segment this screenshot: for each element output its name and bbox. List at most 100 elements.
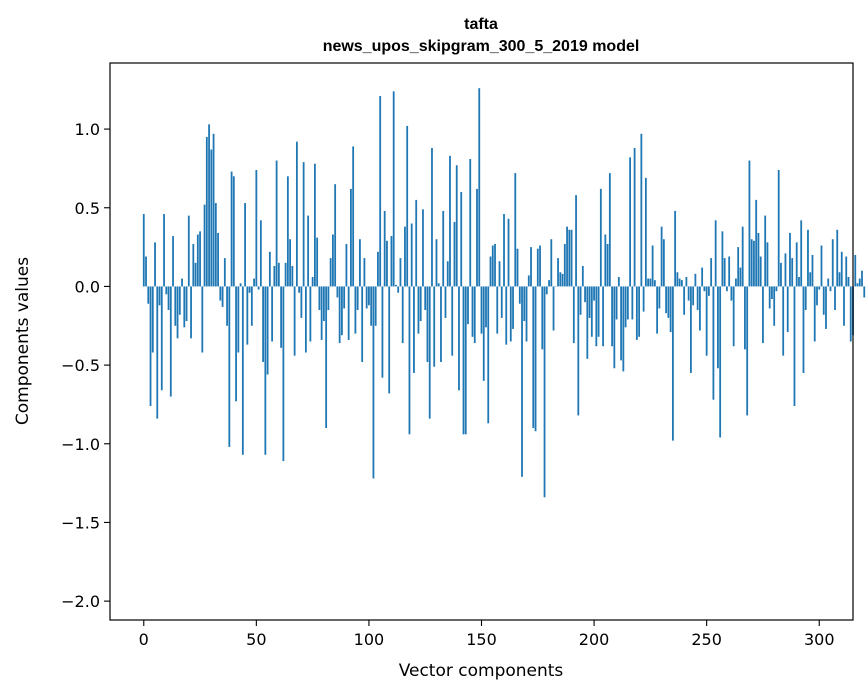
bar (383, 210, 386, 287)
bar (777, 169, 780, 287)
bar (462, 286, 465, 435)
bar (194, 262, 197, 287)
bar (455, 165, 458, 287)
bar (169, 286, 172, 397)
bar (516, 248, 519, 287)
bar (539, 245, 541, 287)
bar (449, 155, 451, 287)
bar (178, 286, 181, 315)
bar (142, 214, 145, 287)
bar-series (142, 88, 866, 498)
bar (259, 220, 262, 287)
bar (347, 286, 350, 340)
bar (759, 256, 762, 287)
bar (545, 286, 548, 295)
bar (795, 242, 798, 287)
bar (838, 272, 841, 287)
bar (451, 286, 454, 356)
bar (485, 286, 487, 328)
bar (586, 286, 589, 359)
y-tick-label: 0.5 (75, 199, 100, 218)
bar (187, 215, 190, 287)
bar (311, 276, 314, 287)
bar (858, 278, 861, 287)
bar (527, 275, 530, 287)
bar (415, 199, 418, 287)
bar (536, 248, 539, 287)
bar (755, 199, 758, 287)
bar (606, 243, 609, 287)
bar (577, 286, 580, 416)
bar (617, 276, 620, 287)
bar (746, 286, 749, 416)
bar (798, 276, 800, 287)
bar (291, 265, 294, 287)
bar (629, 157, 631, 287)
bar (847, 276, 850, 287)
x-axis-ticks: 0 50 100 150 200 250 300 (139, 620, 835, 649)
bar (370, 286, 373, 326)
bar (530, 247, 532, 287)
bar (248, 286, 251, 293)
bar (498, 261, 501, 287)
bar (478, 88, 481, 287)
bar (203, 204, 206, 287)
bar (151, 286, 154, 353)
bar (250, 286, 253, 326)
bar (728, 256, 731, 287)
bar (532, 286, 535, 429)
bar (359, 239, 361, 287)
bar (694, 273, 697, 287)
bar (221, 286, 224, 307)
bar (541, 286, 544, 350)
bar (494, 243, 496, 287)
chart-title: tafta (464, 16, 498, 33)
bar (863, 286, 866, 298)
bar (678, 278, 681, 287)
bar (219, 286, 222, 301)
bar (500, 286, 503, 318)
bar (660, 226, 663, 287)
bar (543, 286, 546, 498)
bar (638, 286, 641, 337)
bar (257, 286, 260, 290)
bar (433, 286, 436, 367)
bar (854, 254, 857, 287)
bar (286, 176, 289, 287)
bar (676, 272, 679, 287)
bar (800, 220, 803, 287)
bar (440, 286, 442, 362)
bar (246, 286, 249, 345)
bar (226, 286, 228, 326)
bar (685, 276, 688, 287)
bar (730, 286, 733, 301)
bar (268, 251, 271, 287)
bar (667, 286, 670, 318)
bar (620, 286, 622, 361)
bar (809, 272, 812, 287)
bar (149, 286, 152, 407)
bar (196, 234, 199, 287)
bar (316, 237, 319, 287)
bar (613, 286, 616, 369)
bar (327, 286, 330, 311)
bar (275, 160, 278, 287)
bar (341, 286, 343, 336)
bar (604, 234, 607, 287)
bar (165, 286, 168, 295)
bar (635, 286, 638, 340)
bar (566, 226, 568, 287)
bar (160, 286, 163, 391)
bar (210, 149, 213, 287)
bar (813, 286, 816, 342)
bar (273, 265, 276, 287)
bar (658, 286, 661, 309)
x-tick-label: 0 (139, 630, 149, 649)
bar (507, 218, 510, 287)
bar (687, 286, 690, 301)
bar (325, 286, 328, 429)
bar (271, 286, 274, 342)
bar (464, 286, 467, 435)
bar (284, 262, 287, 287)
bar (424, 286, 427, 311)
